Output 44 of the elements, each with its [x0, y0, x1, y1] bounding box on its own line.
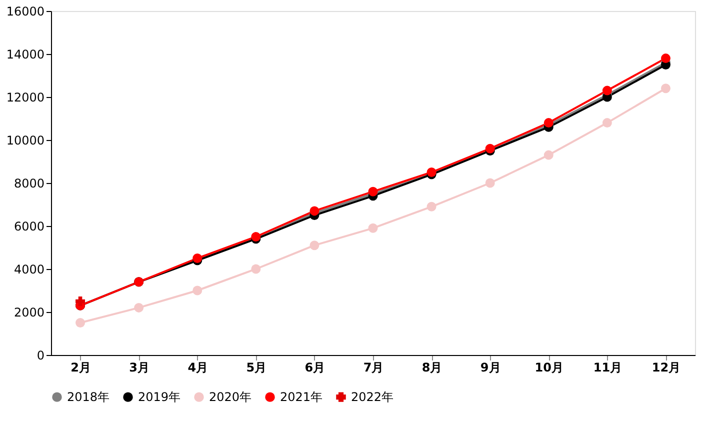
x-tick-label: 2月: [70, 360, 91, 374]
point: [426, 202, 436, 212]
point: [368, 223, 378, 233]
y-tick-label: 12000: [6, 90, 44, 104]
point: [544, 150, 554, 160]
x-tick-label: 5月: [246, 360, 267, 374]
x-tick-label: 4月: [188, 360, 208, 374]
point: [368, 186, 378, 196]
x-tick-label: 8月: [422, 360, 442, 374]
y-tick-label: 10000: [6, 134, 44, 148]
y-tick-label: 2000: [14, 306, 44, 320]
legend-label: 2021年: [280, 390, 323, 404]
x-tick-label: 9月: [480, 360, 501, 374]
x-tick-label: 10月: [534, 360, 564, 374]
legend-label: 2020年: [209, 390, 252, 404]
point: [76, 296, 86, 306]
point: [602, 86, 612, 96]
x-tick-label: 7月: [363, 360, 384, 374]
point: [76, 318, 86, 328]
point: [134, 302, 144, 312]
point: [485, 178, 495, 188]
point: [251, 264, 261, 274]
point: [192, 254, 202, 263]
x-tick-label: 12月: [652, 360, 681, 374]
point: [192, 286, 202, 296]
y-tick-label: 16000: [6, 4, 44, 18]
point: [251, 232, 261, 242]
x-tick-label: 11月: [593, 360, 622, 374]
point: [485, 144, 495, 154]
point: [660, 54, 670, 64]
y-tick-label: 14000: [6, 48, 44, 62]
y-tick-label: 6000: [14, 220, 44, 234]
point: [660, 84, 670, 94]
legend-label: 2022年: [351, 390, 394, 404]
y-tick-label: 0: [36, 348, 44, 362]
x-tick-label: 3月: [129, 360, 150, 374]
x-tick-label: 6月: [304, 360, 326, 374]
y-tick-label: 8000: [14, 176, 44, 190]
point: [426, 168, 436, 177]
legend-label: 2018年: [67, 390, 110, 404]
y-tick-label: 4000: [14, 262, 44, 276]
legend-label: 2019年: [138, 390, 181, 404]
point: [602, 118, 612, 128]
point: [310, 240, 320, 250]
